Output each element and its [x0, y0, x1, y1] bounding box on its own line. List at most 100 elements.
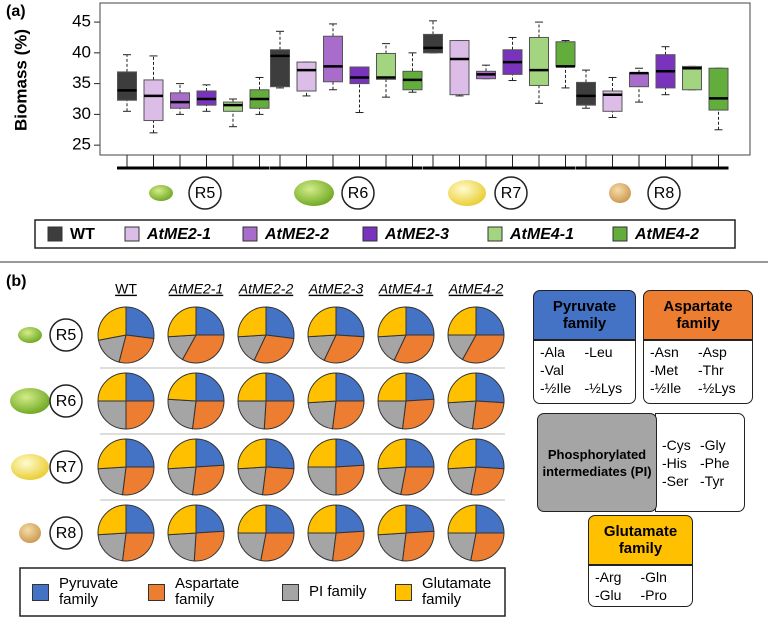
pie-slice — [125, 306, 155, 340]
box — [117, 71, 137, 101]
family-title: Phosphorylated intermediates (PI) — [537, 413, 657, 512]
family-title: Glutamate family — [588, 515, 693, 565]
pie-slice — [377, 504, 407, 536]
legend-swatch — [282, 583, 299, 601]
pie-slice — [377, 466, 407, 496]
pie-slice — [307, 400, 337, 430]
stage-circle — [49, 318, 83, 352]
legend-label: AtME4-1 — [509, 226, 574, 243]
pie-slice — [307, 372, 337, 404]
pie-slice — [335, 372, 365, 402]
pie-slice — [97, 466, 127, 496]
pie-slice — [195, 504, 225, 534]
family-row: -Val — [540, 361, 629, 379]
box — [629, 72, 649, 88]
pie-slice — [307, 504, 337, 534]
pie-slice — [237, 372, 267, 402]
box — [296, 61, 317, 92]
amino-acid: -Leu — [584, 344, 613, 360]
stage-circle — [188, 176, 222, 210]
family-list: -Asn -Asp -Met -Thr -½Ile -½Lys — [643, 340, 753, 404]
family-title: Aspartate family — [643, 290, 753, 340]
pie-slice — [265, 306, 295, 340]
pie-slice — [97, 400, 127, 430]
pie-slice — [447, 466, 477, 496]
legend-label: AtME4-2 — [634, 226, 699, 243]
amino-acid: -Cys — [662, 436, 691, 453]
stage-label: R7 — [56, 459, 77, 476]
legend-entry: Aspartate family — [148, 572, 257, 612]
legend-entry: PI family — [282, 572, 391, 612]
family-list: -Ala -Leu -Val -½Ile -½Lys — [533, 340, 636, 404]
pie-slice — [97, 504, 127, 536]
stage-label: R5 — [195, 185, 216, 202]
legend-swatch — [47, 226, 63, 242]
pie-slice — [167, 306, 197, 338]
amino-acid: -Gln — [640, 569, 667, 585]
amino-acid: -½Ile — [540, 380, 572, 396]
stage-label: R7 — [501, 185, 522, 202]
y-axis-label: Biomass (%) — [11, 29, 30, 131]
column-header: AtME2-1 — [168, 281, 223, 297]
box — [576, 81, 596, 106]
amino-acid: -Glu — [595, 587, 622, 603]
pie-slice — [323, 334, 365, 364]
box — [449, 40, 470, 96]
amino-acid: -½Ile — [650, 380, 682, 396]
legend-label: PI family — [309, 583, 367, 600]
legend-label: Pyruvate family — [59, 575, 119, 608]
legend-swatch — [32, 583, 49, 601]
y-tick-label: 45 — [72, 12, 91, 31]
pie-slice — [377, 438, 407, 470]
pie-slice — [181, 334, 225, 364]
pie-slice — [265, 504, 295, 534]
stage-label: R6 — [56, 393, 77, 410]
pie-slice — [475, 438, 505, 470]
pie-slice — [195, 438, 225, 468]
pie-slice — [307, 306, 337, 338]
amino-acid: -Arg — [595, 569, 622, 585]
legend-swatch — [362, 226, 378, 242]
pie-slice — [237, 504, 267, 534]
pie-slice — [331, 530, 365, 562]
pie-slice — [377, 372, 407, 402]
amino-acid: -½Lys — [584, 380, 623, 396]
stage-circle — [49, 516, 83, 550]
pie-slice — [335, 306, 365, 338]
pie-slice — [405, 372, 435, 402]
pie-slice — [405, 306, 435, 336]
pie-slice — [447, 532, 477, 562]
box — [529, 36, 549, 86]
pie-slice — [193, 530, 225, 562]
pie-slice — [307, 466, 337, 496]
pie-slice — [237, 400, 267, 430]
seed — [609, 183, 631, 203]
pie-slice — [195, 372, 225, 402]
pie-slice — [97, 306, 127, 341]
amino-acid: -Tyr — [700, 472, 725, 489]
pie-slice — [97, 438, 127, 470]
pie-slice — [265, 438, 295, 470]
column-header: AtME4-2 — [448, 281, 504, 297]
plot-frame — [99, 2, 751, 156]
box — [349, 66, 370, 85]
y-tick-label: 30 — [72, 104, 91, 123]
legend-label: Aspartate family — [175, 575, 240, 608]
family-row: -His -Phe — [662, 454, 738, 472]
stage-circle — [647, 176, 681, 210]
pie-slice — [118, 334, 155, 364]
column-header: WT — [115, 281, 137, 297]
amino-acid: -½Lys — [698, 380, 736, 396]
pie-slice — [335, 464, 365, 496]
pie-slice — [470, 532, 505, 562]
amino-acid: -Ala — [540, 344, 565, 360]
pie-slice — [125, 438, 155, 468]
pie-slice — [191, 400, 225, 430]
legend-label: AtME2-2 — [264, 226, 329, 243]
legend-frame — [34, 219, 736, 249]
seed — [149, 185, 173, 201]
pie-slice — [167, 398, 197, 430]
pie-slice — [475, 504, 505, 534]
pie-slice — [167, 532, 197, 562]
